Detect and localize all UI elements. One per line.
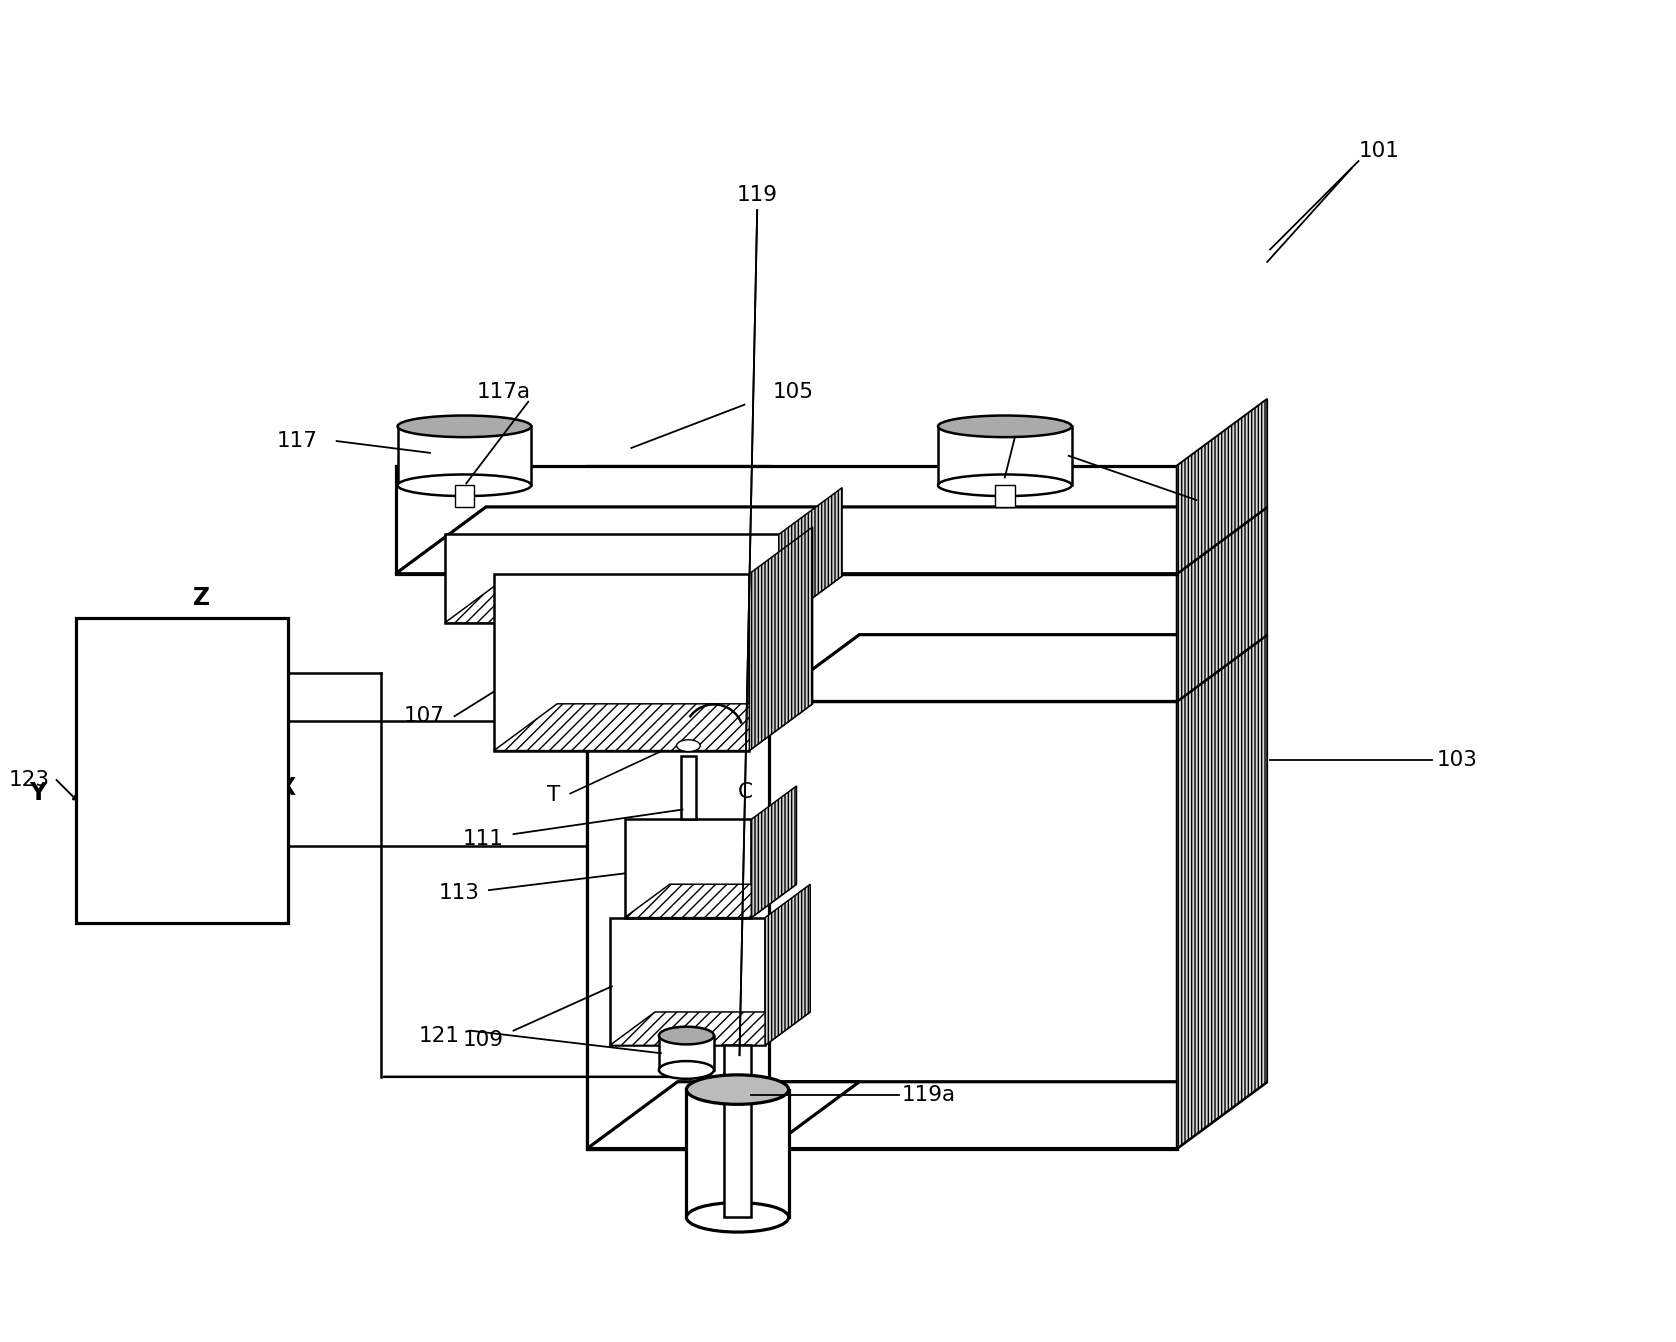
Polygon shape <box>494 574 749 750</box>
Text: T: T <box>548 785 561 805</box>
Ellipse shape <box>687 1075 789 1104</box>
Text: Y: Y <box>28 781 47 805</box>
Polygon shape <box>625 820 751 918</box>
Polygon shape <box>769 574 1177 702</box>
Polygon shape <box>749 527 813 750</box>
Ellipse shape <box>687 1202 789 1232</box>
Ellipse shape <box>397 416 531 437</box>
Polygon shape <box>625 884 796 918</box>
Polygon shape <box>587 702 1177 1149</box>
Polygon shape <box>1177 507 1267 702</box>
Text: 109: 109 <box>463 1031 504 1051</box>
Bar <box>996 486 1014 507</box>
Text: 117: 117 <box>277 431 318 451</box>
Ellipse shape <box>939 416 1071 437</box>
Ellipse shape <box>939 475 1071 497</box>
Text: 119: 119 <box>737 185 778 205</box>
Bar <box>397 427 531 486</box>
Polygon shape <box>587 1082 1267 1149</box>
Polygon shape <box>396 507 1267 574</box>
Text: 115a: 115a <box>1006 427 1059 446</box>
Polygon shape <box>587 466 769 1149</box>
Text: 107: 107 <box>404 706 444 726</box>
Polygon shape <box>444 534 779 623</box>
Polygon shape <box>587 1082 860 1149</box>
Bar <box>75 617 288 922</box>
Bar <box>680 756 696 820</box>
Ellipse shape <box>677 739 701 752</box>
Polygon shape <box>494 703 813 750</box>
Text: Z: Z <box>193 586 210 611</box>
Polygon shape <box>779 487 841 623</box>
Text: 115: 115 <box>1202 490 1242 510</box>
Polygon shape <box>769 635 1267 702</box>
Text: 101: 101 <box>1359 141 1399 161</box>
Ellipse shape <box>659 1027 714 1044</box>
Text: 113: 113 <box>437 883 479 903</box>
Text: 117a: 117a <box>476 382 531 403</box>
Text: 123: 123 <box>8 770 50 790</box>
Text: 103: 103 <box>1436 750 1478 770</box>
Bar <box>687 1090 789 1217</box>
Polygon shape <box>1177 399 1267 574</box>
Polygon shape <box>764 884 810 1045</box>
Polygon shape <box>444 576 841 623</box>
Polygon shape <box>1177 635 1267 1149</box>
Text: 105: 105 <box>773 382 815 403</box>
Bar <box>454 486 474 507</box>
Text: 111: 111 <box>463 829 504 849</box>
Polygon shape <box>610 1012 810 1045</box>
Polygon shape <box>751 786 796 918</box>
Bar <box>939 427 1071 486</box>
Polygon shape <box>396 466 1177 574</box>
Polygon shape <box>610 918 764 1045</box>
Text: 121: 121 <box>419 1025 459 1045</box>
Text: C: C <box>737 782 753 803</box>
Bar <box>659 1036 714 1070</box>
Ellipse shape <box>397 475 531 497</box>
Ellipse shape <box>659 1062 714 1079</box>
Bar <box>724 1045 751 1217</box>
Text: 119a: 119a <box>902 1084 955 1104</box>
Text: X: X <box>278 776 297 800</box>
